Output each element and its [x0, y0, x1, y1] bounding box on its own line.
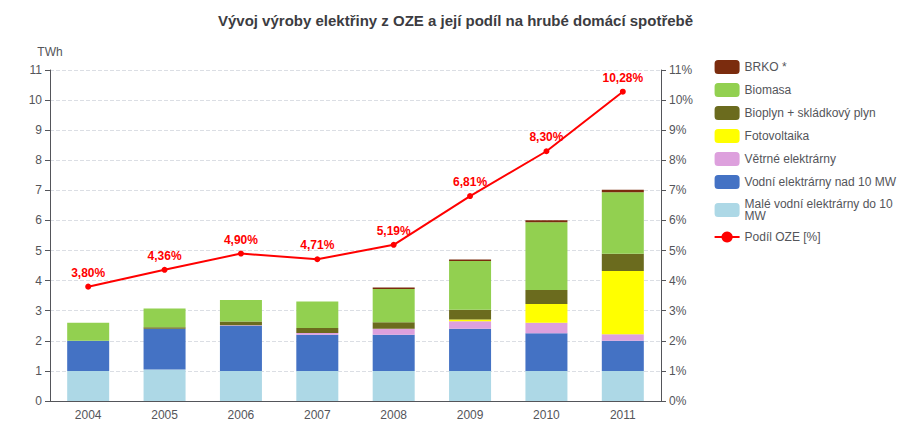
svg-text:1%: 1% [669, 364, 687, 378]
svg-text:0%: 0% [669, 394, 687, 408]
svg-text:2004: 2004 [75, 408, 102, 422]
svg-text:2%: 2% [669, 334, 687, 348]
svg-text:TWh: TWh [37, 45, 62, 59]
svg-text:4,71%: 4,71% [300, 238, 334, 252]
svg-text:8: 8 [35, 153, 42, 167]
svg-text:Biomasa: Biomasa [745, 83, 792, 97]
svg-text:1: 1 [35, 364, 42, 378]
svg-text:4%: 4% [669, 274, 687, 288]
svg-text:7%: 7% [669, 183, 687, 197]
svg-text:Podíl OZE [%]: Podíl OZE [%] [745, 230, 821, 244]
svg-text:4,90%: 4,90% [224, 233, 258, 247]
svg-text:Bioplyn + skládkový plyn: Bioplyn + skládkový plyn [745, 106, 876, 120]
svg-text:3,80%: 3,80% [71, 266, 105, 280]
svg-text:10: 10 [29, 93, 43, 107]
svg-text:0: 0 [35, 394, 42, 408]
svg-text:Malé vodní elektrárny do 10: Malé vodní elektrárny do 10 [745, 197, 893, 211]
svg-text:Větrné elektrárny: Větrné elektrárny [745, 152, 836, 166]
svg-text:3%: 3% [669, 304, 687, 318]
svg-text:MW: MW [745, 209, 767, 223]
svg-text:2010: 2010 [533, 408, 560, 422]
svg-text:Vývoj výroby elektřiny z OZE a: Vývoj výroby elektřiny z OZE a její podí… [218, 12, 693, 29]
svg-text:Fotovoltaika: Fotovoltaika [745, 129, 810, 143]
svg-text:2009: 2009 [457, 408, 484, 422]
svg-text:5: 5 [35, 244, 42, 258]
svg-text:6%: 6% [669, 213, 687, 227]
svg-text:2008: 2008 [380, 408, 407, 422]
svg-text:2: 2 [35, 334, 42, 348]
svg-text:9: 9 [35, 123, 42, 137]
svg-text:11%: 11% [669, 63, 692, 77]
svg-text:6,81%: 6,81% [453, 175, 487, 189]
svg-text:2011: 2011 [610, 408, 636, 422]
svg-text:10,28%: 10,28% [602, 71, 643, 85]
svg-text:BRKO *: BRKO * [745, 60, 787, 74]
svg-text:8,30%: 8,30% [529, 130, 563, 144]
svg-text:Vodní elektrárny nad 10 MW: Vodní elektrárny nad 10 MW [745, 175, 897, 189]
svg-text:2007: 2007 [304, 408, 331, 422]
svg-text:6: 6 [35, 213, 42, 227]
svg-text:10%: 10% [669, 93, 693, 107]
svg-text:11: 11 [30, 63, 43, 77]
svg-text:2006: 2006 [228, 408, 255, 422]
svg-text:7: 7 [35, 183, 42, 197]
svg-text:4: 4 [35, 274, 42, 288]
svg-text:5%: 5% [669, 244, 687, 258]
svg-text:9%: 9% [669, 123, 687, 137]
svg-text:8%: 8% [669, 153, 687, 167]
svg-text:2005: 2005 [151, 408, 178, 422]
svg-text:3: 3 [35, 304, 42, 318]
svg-text:4,36%: 4,36% [148, 249, 182, 263]
svg-text:5,19%: 5,19% [377, 224, 411, 238]
